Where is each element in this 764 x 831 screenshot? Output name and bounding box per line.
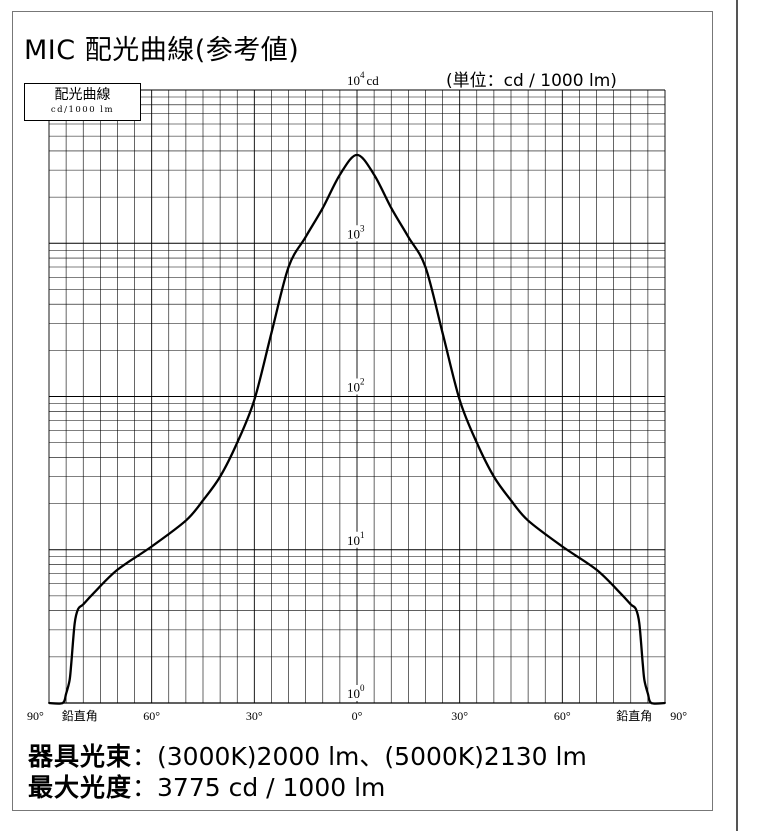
chart-grid — [48, 89, 666, 704]
x-tick-label: 90° — [670, 709, 687, 723]
page-divider — [736, 0, 738, 831]
max-intensity-line: 最大光度：3775 cd / 1000 lm — [28, 768, 385, 804]
x-tick-label: 30° — [451, 709, 468, 723]
y-tick-label: 104 cd — [347, 70, 379, 88]
y-tick-label-bg — [345, 531, 369, 548]
y-tick-labels: 100 101 102 103 104 cd — [345, 70, 397, 701]
y-tick-label-bg — [345, 225, 369, 242]
x-tick-label: 90° — [27, 709, 44, 723]
chart-frame — [12, 11, 713, 811]
legend-title: 配光曲線 — [54, 87, 111, 103]
x-tick-labels: 90° 鉛直角 60° 30° 0° 30° 60° 鉛直角 90° — [27, 709, 687, 723]
legend-box: 配光曲線 cd/1000 lm — [24, 83, 141, 121]
y-tick-label-bg — [345, 378, 369, 395]
max-intensity-value: ：3775 cd / 1000 lm — [132, 773, 386, 802]
x-tick-label: 鉛直角 — [62, 709, 98, 723]
legend-unit: cd/1000 lm — [50, 105, 115, 115]
x-tick-label: 鉛直角 — [616, 709, 652, 723]
y-tick-label: 103 — [347, 223, 365, 241]
y-tick-label-bg — [345, 685, 369, 701]
y-tick-label: 102 — [347, 377, 365, 395]
max-intensity-label: 最大光度 — [28, 773, 133, 802]
luminous-flux-value: ：(3000K)2000 lm、(5000K)2130 lm — [132, 742, 587, 771]
luminous-flux-label: 器具光束 — [28, 742, 133, 771]
y-tick-label: 101 — [347, 530, 365, 548]
x-tick-label: 60° — [554, 709, 571, 723]
y-tick-label: 100 — [347, 683, 365, 701]
y-tick-label-bg — [345, 72, 397, 88]
x-tick-label: 30° — [246, 709, 263, 723]
unit-note: (単位：cd / 1000 lm) — [446, 71, 617, 91]
luminous-flux-line: 器具光束：(3000K)2000 lm、(5000K)2130 lm — [28, 737, 587, 773]
light-distribution-curve — [48, 153, 666, 705]
chart-title: MIC 配光曲線(参考値) — [24, 35, 300, 66]
x-tick-label: 60° — [143, 709, 160, 723]
x-tick-label: 0° — [352, 709, 363, 723]
